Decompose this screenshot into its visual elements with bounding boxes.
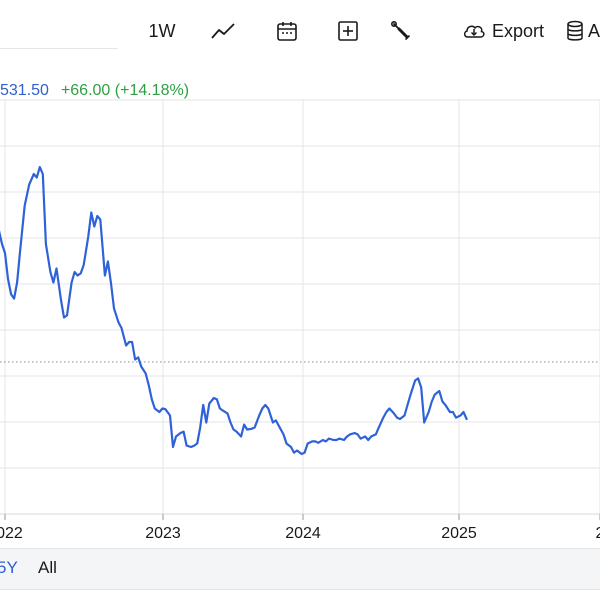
data-label: A xyxy=(588,20,600,41)
x-tick-label: 2022 xyxy=(0,525,23,542)
data-button[interactable]: A xyxy=(566,14,600,48)
cloud-download-icon xyxy=(462,21,486,41)
range-tab-all[interactable]: All xyxy=(38,558,57,577)
export-label: Export xyxy=(491,20,545,41)
interval-selector[interactable]: 1W xyxy=(146,14,178,48)
plus-square-icon xyxy=(337,20,359,42)
x-tick-label: 2024 xyxy=(285,525,321,542)
x-tick-label: 2 xyxy=(596,525,600,542)
date-range-button[interactable] xyxy=(274,14,300,48)
calendar-icon xyxy=(276,20,298,42)
settings-button[interactable] xyxy=(388,14,414,48)
interval-label: 1W xyxy=(148,20,176,41)
x-tick-label: 2023 xyxy=(145,525,181,542)
chart-grid xyxy=(0,99,600,515)
price-summary: 531.50 +66.00 (+14.18%) xyxy=(0,80,189,102)
x-tick-label: 2025 xyxy=(441,525,477,542)
compare-button[interactable] xyxy=(336,14,360,48)
database-icon xyxy=(566,20,584,42)
range-tab-5y[interactable]: 5Y xyxy=(0,558,18,577)
wrench-icon xyxy=(390,20,412,42)
export-button[interactable]: Export xyxy=(460,14,546,48)
symbol-search-input[interactable] xyxy=(0,8,118,49)
price-change: +66.00 (+14.18%) xyxy=(60,82,190,99)
line-chart-icon xyxy=(210,21,236,41)
x-axis-labels: 2022 2023 2024 2025 2 xyxy=(0,525,600,542)
price-chart[interactable]: 2022 2023 2024 2025 2 xyxy=(0,0,600,548)
last-price: 531.50 xyxy=(0,82,49,99)
price-series-line xyxy=(0,165,468,456)
x-axis-ticks xyxy=(4,514,600,520)
chart-toolbar: 1W xyxy=(0,0,600,60)
chart-type-button[interactable] xyxy=(208,14,238,48)
range-selector: 5Y All xyxy=(0,548,600,590)
